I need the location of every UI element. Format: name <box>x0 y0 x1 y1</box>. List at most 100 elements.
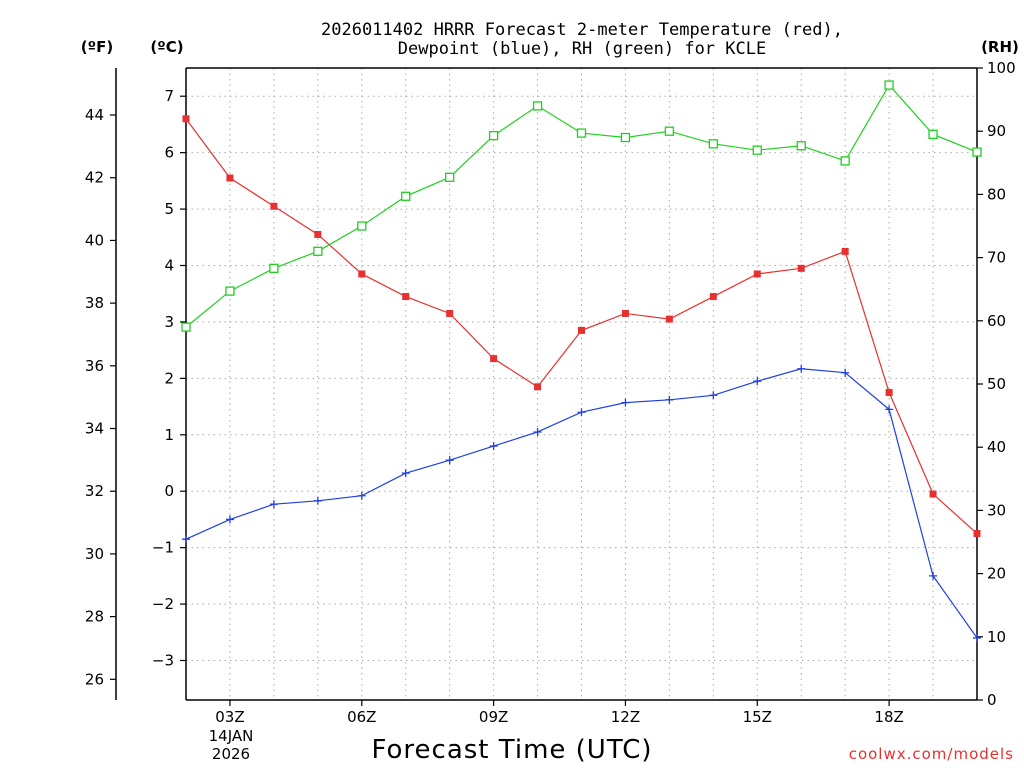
x-tick-label: 18Z <box>874 708 903 726</box>
fahrenheit-tick-label: 30 <box>85 545 104 563</box>
x-axis-title: Forecast Time (UTC) <box>371 735 652 765</box>
dewpoint-point <box>841 368 850 377</box>
rh-point <box>752 145 762 155</box>
celsius-tick-label: −2 <box>152 595 174 613</box>
dewpoint-point <box>357 491 366 500</box>
rh-point <box>181 322 191 332</box>
chart-title-line2: Dewpoint (blue), RH (green) for KCLE <box>398 39 766 59</box>
rh-point <box>225 286 235 296</box>
rh-tick-label: 60 <box>987 312 1006 330</box>
axes: 26283032343638404244−3−2−101234567010203… <box>85 59 1016 726</box>
dewpoint-point <box>797 364 806 373</box>
celsius-tick-label: 6 <box>164 144 174 162</box>
temperature-point <box>929 490 937 498</box>
rh-tick-label: 70 <box>987 249 1006 267</box>
rh-tick-label: 80 <box>987 185 1006 203</box>
chart-title-line1: 2026011402 HRRR Forecast 2-meter Tempera… <box>321 20 843 40</box>
temperature-point <box>446 309 454 317</box>
temperature-point <box>182 115 190 123</box>
celsius-tick-label: −1 <box>152 539 174 557</box>
rh-tick-label: 40 <box>987 438 1006 456</box>
dewpoint-point <box>445 456 454 465</box>
celsius-tick-label: 3 <box>164 313 174 331</box>
temperature-point <box>797 264 805 272</box>
rh-tick-label: 20 <box>987 565 1006 583</box>
rh-point <box>532 101 543 111</box>
temperature-point <box>358 270 366 278</box>
dewpoint-point <box>753 377 762 386</box>
temperature-point <box>753 270 761 278</box>
temperature-point <box>578 326 585 334</box>
temperature-point <box>973 530 981 538</box>
x-tick-label: 06Z <box>347 708 376 726</box>
rh-point <box>884 80 894 90</box>
rh-point <box>445 172 455 182</box>
dewpoint-point <box>489 442 498 451</box>
fahrenheit-tick-label: 38 <box>85 294 104 312</box>
celsius-tick-label: 0 <box>164 482 174 500</box>
fahrenheit-unit-label: (ºF) <box>81 38 113 56</box>
x-tick-label: 09Z <box>479 708 508 726</box>
rh-tick-label: 10 <box>987 628 1006 646</box>
x-tick-label: 15Z <box>743 708 772 726</box>
date-label-day: 14JAN <box>209 727 254 745</box>
fahrenheit-tick-label: 34 <box>85 420 104 438</box>
rh-point <box>576 128 587 138</box>
temperature-point <box>665 315 673 323</box>
fahrenheit-tick-label: 40 <box>85 231 104 249</box>
dewpoint-point <box>665 395 674 404</box>
fahrenheit-tick-label: 44 <box>85 106 104 124</box>
dewpoint-point <box>313 496 322 505</box>
date-label-year: 2026 <box>212 745 250 763</box>
x-tick-label: 12Z <box>611 708 640 726</box>
dewpoint-series <box>182 364 981 642</box>
temperature-point <box>270 202 278 210</box>
temperature-point <box>314 230 322 238</box>
fahrenheit-tick-label: 26 <box>85 670 104 688</box>
dewpoint-point <box>621 398 630 407</box>
rh-point <box>620 132 631 143</box>
rh-tick-label: 100 <box>987 59 1016 77</box>
dewpoint-point <box>225 515 234 524</box>
rh-point <box>708 139 718 149</box>
credit-text: coolwx.com/models <box>849 745 1014 763</box>
fahrenheit-tick-label: 28 <box>85 608 104 626</box>
rh-tick-label: 50 <box>987 375 1006 393</box>
celsius-tick-label: 4 <box>164 257 174 275</box>
celsius-tick-label: 7 <box>164 87 174 105</box>
dewpoint-point <box>577 408 586 417</box>
celsius-unit-label: (ºC) <box>150 38 183 56</box>
rh-point <box>972 147 982 157</box>
grid-lines <box>186 68 977 700</box>
rh-point <box>664 126 675 136</box>
dewpoint-point <box>709 391 718 400</box>
temperature-line <box>185 118 978 534</box>
rh-point <box>269 263 279 273</box>
fahrenheit-tick-label: 36 <box>85 357 104 375</box>
temperature-point <box>621 309 629 317</box>
temperature-point <box>709 293 717 301</box>
rh-tick-label: 90 <box>987 122 1006 140</box>
data-series <box>181 80 982 642</box>
fahrenheit-tick-label: 42 <box>85 169 104 187</box>
temperature-point <box>490 355 498 363</box>
temperature-point <box>402 293 410 301</box>
temperature-point <box>226 174 234 182</box>
rh-point <box>357 221 367 231</box>
celsius-tick-label: −3 <box>152 652 174 670</box>
celsius-tick-label: 2 <box>164 369 174 387</box>
rh-tick-label: 30 <box>987 501 1006 519</box>
x-tick-label: 03Z <box>215 708 244 726</box>
rh-series <box>181 80 982 332</box>
dewpoint-point <box>533 427 542 436</box>
dewpoint-point <box>885 405 894 414</box>
temperature-series <box>182 115 981 538</box>
celsius-tick-label: 1 <box>164 426 174 444</box>
rh-point <box>796 141 806 151</box>
celsius-tick-label: 5 <box>164 200 174 218</box>
dewpoint-point <box>182 535 190 544</box>
temperature-point <box>885 388 893 396</box>
fahrenheit-tick-label: 32 <box>85 482 104 500</box>
dewpoint-point <box>929 571 938 580</box>
